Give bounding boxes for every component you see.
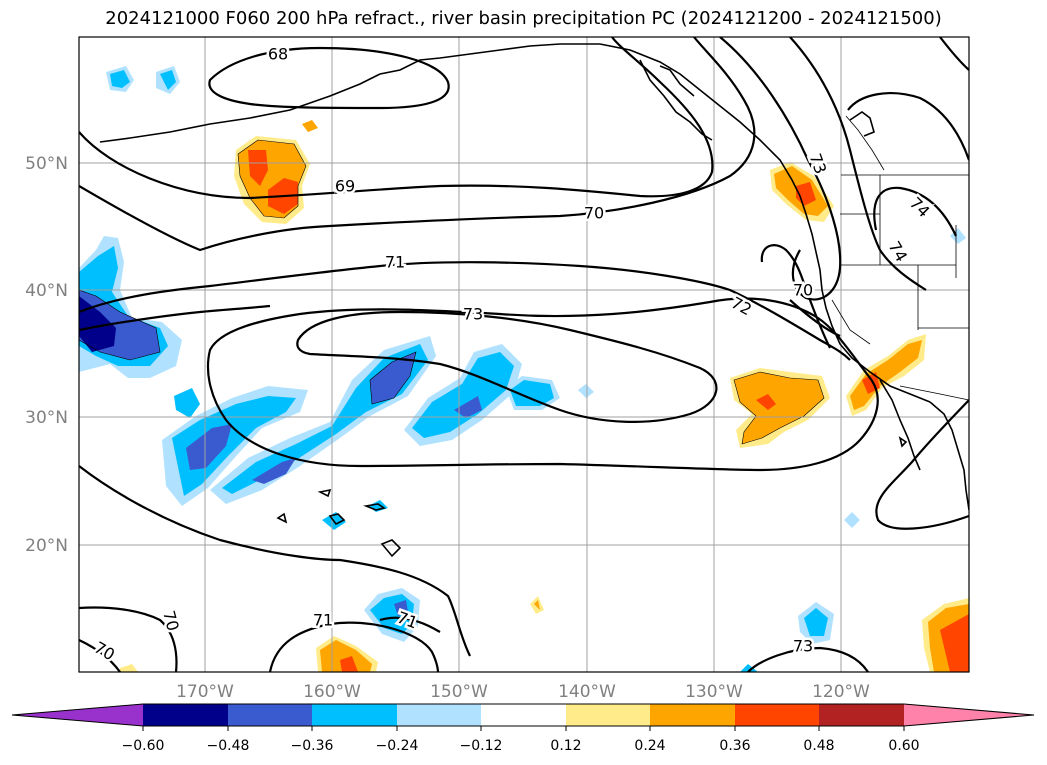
colorbar-extend-low bbox=[12, 704, 143, 726]
political-borders bbox=[831, 115, 969, 401]
lon-label: 170°W bbox=[176, 682, 234, 702]
colorbar-tick-label: 0.48 bbox=[803, 738, 834, 754]
colorbar-segment bbox=[397, 704, 481, 726]
gridlines bbox=[79, 37, 969, 672]
lat-label: 20°N bbox=[25, 536, 68, 556]
colorbar-segment bbox=[228, 704, 312, 726]
colorbar-segment bbox=[481, 704, 566, 726]
map-panel: 68 69 70 71 73 72 73 74 74 70 70 70 71 7… bbox=[79, 37, 969, 672]
contour-label: 71 bbox=[313, 611, 333, 630]
contour-label: 69 bbox=[335, 177, 355, 196]
colorbar-tick-label: −0.24 bbox=[376, 738, 419, 754]
contour-label: 68 bbox=[268, 45, 288, 64]
map-frame bbox=[78, 36, 970, 673]
contour-label: 73 bbox=[463, 305, 483, 324]
negative-shading bbox=[79, 66, 966, 672]
colorbar-segment bbox=[566, 704, 650, 726]
map-title: 2024121000 F060 200 hPa refract., river … bbox=[105, 8, 942, 29]
contour-label: 70 bbox=[584, 204, 604, 223]
longitude-labels: 170°W 160°W 150°W 140°W 130°W 120°W bbox=[176, 682, 870, 702]
lon-label: 130°W bbox=[685, 682, 743, 702]
contour-label: 71 bbox=[385, 253, 405, 272]
refractivity-contours bbox=[79, 37, 969, 672]
colorbar-tick-label: −0.36 bbox=[291, 738, 334, 754]
lon-label: 140°W bbox=[558, 682, 616, 702]
colorbar-segment bbox=[819, 704, 904, 726]
colorbar-tick-label: 0.36 bbox=[719, 738, 750, 754]
contour-label: 73 bbox=[793, 637, 813, 656]
colorbar-tick-label: −0.48 bbox=[207, 738, 250, 754]
colorbar-segment bbox=[312, 704, 397, 726]
colorbar-segment bbox=[735, 704, 819, 726]
colorbar-tick-label: 0.60 bbox=[888, 738, 919, 754]
lon-label: 160°W bbox=[303, 682, 361, 702]
colorbar-tick-labels: −0.60 −0.48 −0.36 −0.24 −0.12 0.12 0.24 … bbox=[122, 738, 920, 754]
colorbar-extend-high bbox=[904, 704, 1034, 726]
colorbar-segment bbox=[143, 704, 228, 726]
lon-label: 150°W bbox=[430, 682, 488, 702]
colorbar-tick-label: −0.60 bbox=[122, 738, 165, 754]
latitude-labels: 50°N 40°N 30°N 20°N bbox=[25, 154, 68, 556]
lat-label: 30°N bbox=[25, 408, 68, 428]
colorbar-segment bbox=[650, 704, 735, 726]
shading-outlines bbox=[79, 139, 825, 445]
contour-label: 70 bbox=[793, 281, 813, 300]
colorbar-tick-label: −0.12 bbox=[460, 738, 503, 754]
coastlines bbox=[99, 43, 969, 558]
colorbar bbox=[11, 703, 1035, 731]
lon-label: 120°W bbox=[812, 682, 870, 702]
lat-label: 50°N bbox=[25, 154, 68, 174]
colorbar-tick-label: 0.24 bbox=[634, 738, 665, 754]
lat-label: 40°N bbox=[25, 281, 68, 301]
colorbar-tick-label: 0.12 bbox=[550, 738, 581, 754]
